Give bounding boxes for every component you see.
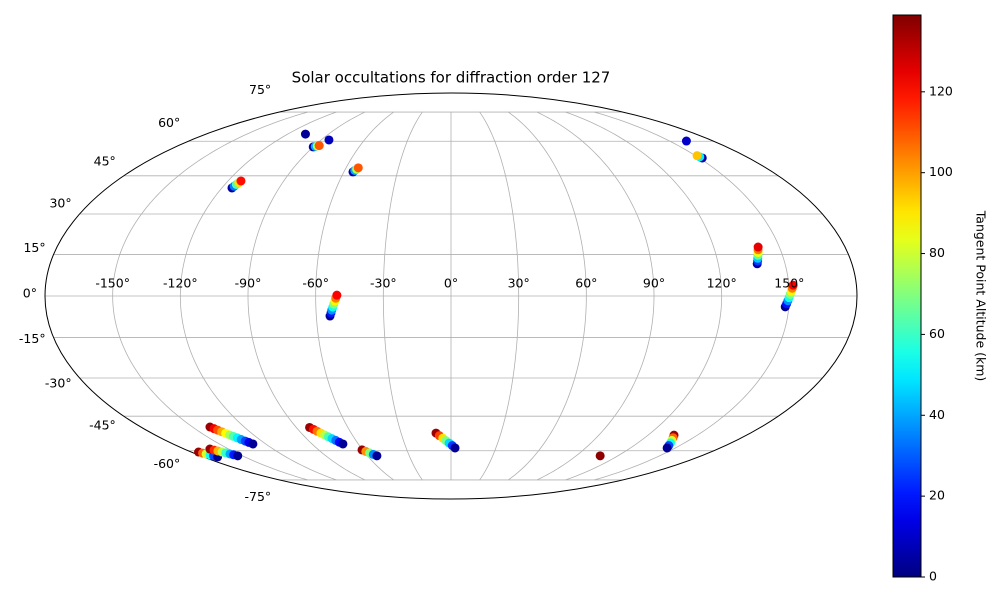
y-tick-label: 75° bbox=[249, 82, 271, 97]
points bbox=[194, 129, 798, 462]
colorbar-tick-label: 0 bbox=[929, 569, 937, 584]
colorbar-tick-label: 60 bbox=[929, 326, 945, 341]
y-tick-label: -60° bbox=[154, 456, 181, 471]
y-tick-label: 30° bbox=[49, 196, 71, 211]
point bbox=[324, 135, 334, 145]
x-tick-label: 60° bbox=[575, 276, 597, 291]
point bbox=[300, 129, 310, 139]
point bbox=[338, 439, 348, 449]
y-tick-label: -45° bbox=[89, 417, 116, 432]
x-tick-label: -60° bbox=[302, 276, 329, 291]
point bbox=[236, 176, 246, 186]
colorbar-tick-label: 20 bbox=[929, 488, 945, 503]
x-tick-label: 0° bbox=[444, 276, 458, 291]
point bbox=[753, 242, 763, 252]
colorbar-gradient bbox=[892, 14, 922, 578]
point bbox=[233, 451, 243, 461]
y-tick-label: -75° bbox=[245, 489, 272, 504]
point bbox=[372, 451, 382, 461]
colorbar-tick-label: 40 bbox=[929, 407, 945, 422]
point bbox=[788, 280, 798, 290]
point bbox=[353, 163, 363, 173]
colorbar-label: Tangent Point Altitude (km) bbox=[974, 210, 989, 382]
point bbox=[332, 290, 342, 300]
point bbox=[681, 136, 691, 146]
colorbar-tick-label: 120 bbox=[929, 83, 953, 98]
chart-title: Solar occultations for diffraction order… bbox=[292, 69, 611, 87]
colorbar-tick-label: 80 bbox=[929, 245, 945, 260]
y-tick-label: -30° bbox=[45, 375, 72, 390]
x-tick-label: 30° bbox=[508, 276, 530, 291]
y-tick-label: -15° bbox=[19, 331, 46, 346]
point bbox=[662, 443, 672, 453]
x-tick-label: 150° bbox=[774, 276, 804, 291]
y-tick-label: 15° bbox=[23, 240, 45, 255]
point bbox=[314, 141, 324, 151]
map-outline bbox=[44, 92, 858, 500]
grid bbox=[44, 92, 858, 500]
point bbox=[692, 151, 702, 161]
x-tick-label: -120° bbox=[163, 276, 198, 291]
x-tick-label: -90° bbox=[235, 276, 262, 291]
colorbar-tick-label: 100 bbox=[929, 164, 953, 179]
y-tick-label: 60° bbox=[158, 115, 180, 130]
x-tick-label: -150° bbox=[95, 276, 130, 291]
point bbox=[450, 443, 460, 453]
tick-labels: -150° -120° -90° -60° -30° 0° 30° 60° 90° 120° 150… bbox=[19, 82, 804, 504]
y-tick-label: 45° bbox=[94, 154, 116, 169]
point bbox=[248, 439, 258, 449]
x-tick-label: 120° bbox=[707, 276, 737, 291]
point bbox=[595, 451, 605, 461]
x-tick-label: 90° bbox=[643, 276, 665, 291]
colorbar: 0 20 40 60 80 100 120 Tangent Point Altitude (k… bbox=[892, 14, 989, 584]
x-tick-label: -30° bbox=[370, 276, 397, 291]
y-tick-label: 0° bbox=[23, 286, 37, 301]
